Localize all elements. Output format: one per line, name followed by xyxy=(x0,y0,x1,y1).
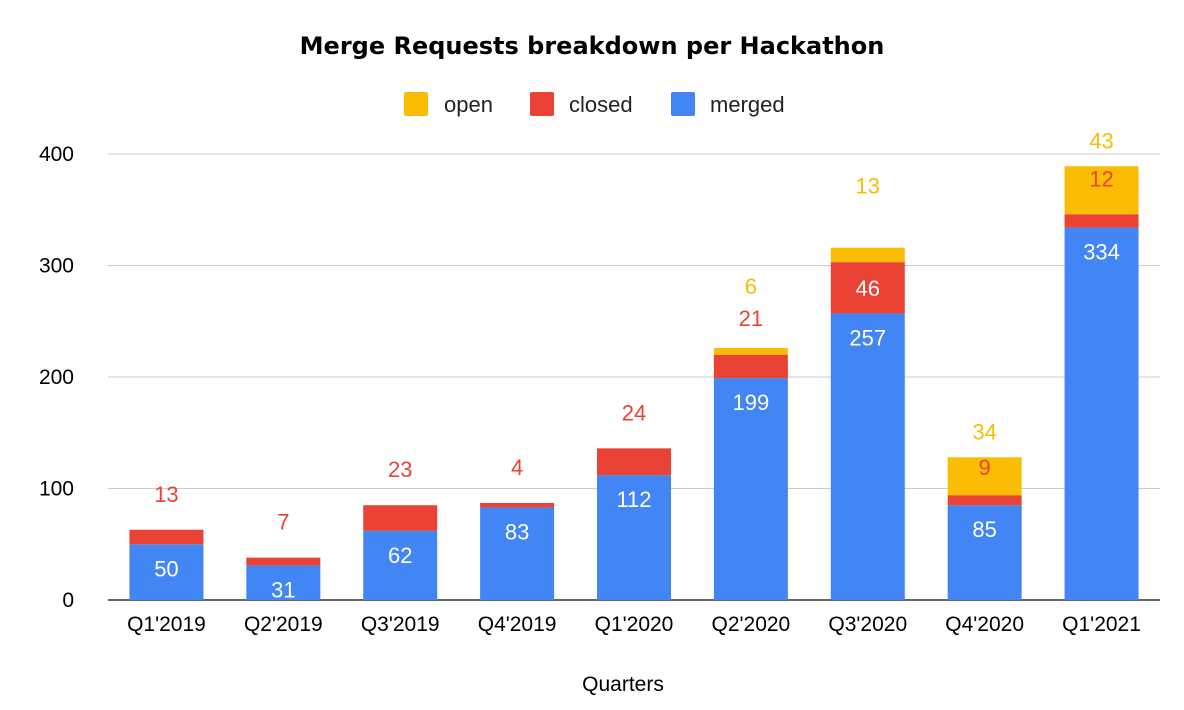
bar-segment-closed xyxy=(363,505,438,531)
data-label-merged: 31 xyxy=(271,577,295,602)
data-label-merged: 257 xyxy=(849,325,886,350)
bar-segment-closed xyxy=(480,502,555,508)
bar-segment-open xyxy=(713,348,788,355)
y-axis-ticks: 0 100 200 300 400 xyxy=(39,143,74,612)
data-label-closed: 9 xyxy=(979,455,991,480)
data-labels: 50 13 31 7 62 23 83 4 112 24 199 21 6 257 46 13 85 9 34 334… xyxy=(154,128,1120,602)
legend-swatch-open xyxy=(404,92,428,116)
bar-segment-merged xyxy=(1064,227,1139,600)
data-label-open: 43 xyxy=(1089,128,1113,153)
data-label-merged: 62 xyxy=(388,543,412,568)
data-label-closed: 21 xyxy=(739,306,763,331)
x-axis-title: Quarters xyxy=(582,673,664,696)
data-label-merged: 50 xyxy=(154,556,178,581)
bar-segment-merged xyxy=(830,313,905,600)
data-label-closed: 7 xyxy=(277,510,289,535)
x-tick-label: Q1'2020 xyxy=(595,613,674,636)
bar-segment-merged xyxy=(129,544,204,600)
x-tick-label: Q4'2019 xyxy=(478,613,557,636)
data-label-closed: 46 xyxy=(856,276,880,301)
bar-segment-merged xyxy=(363,530,438,600)
x-tick-label: Q3'2019 xyxy=(361,613,440,636)
legend-label-merged: merged xyxy=(710,92,785,117)
x-axis-ticks: Q1'2019 Q2'2019 Q3'2019 Q4'2019 Q1'2020 Q2'20… xyxy=(127,613,1141,636)
data-label-closed: 4 xyxy=(511,455,523,480)
x-tick-label: Q3'2020 xyxy=(828,613,907,636)
bar-segment-closed xyxy=(947,495,1022,506)
bar-segment-open xyxy=(830,247,905,263)
data-label-merged: 83 xyxy=(505,519,529,544)
bar-segment-open xyxy=(947,457,1022,496)
data-label-closed: 12 xyxy=(1089,166,1113,191)
x-tick-label: Q1'2021 xyxy=(1062,613,1141,636)
legend: open closed merged xyxy=(404,92,785,117)
y-tick-label: 400 xyxy=(39,143,74,166)
data-label-open: 6 xyxy=(745,274,757,299)
data-label-closed: 23 xyxy=(388,457,412,482)
bar-segment-merged xyxy=(947,505,1022,600)
data-label-closed: 13 xyxy=(154,482,178,507)
bars xyxy=(129,166,1139,600)
y-tick-label: 200 xyxy=(39,366,74,389)
y-tick-label: 100 xyxy=(39,478,74,501)
bar-segment-closed xyxy=(597,448,671,476)
y-tick-label: 300 xyxy=(39,255,74,278)
legend-swatch-closed xyxy=(530,92,554,116)
bar-segment-closed xyxy=(246,557,321,566)
data-label-merged: 85 xyxy=(972,517,996,542)
legend-swatch-merged xyxy=(671,92,695,116)
data-label-merged: 112 xyxy=(616,487,651,512)
x-tick-label: Q1'2019 xyxy=(127,613,206,636)
legend-label-closed: closed xyxy=(569,92,633,117)
bar-segment-open xyxy=(1064,166,1139,215)
x-tick-label: Q2'2020 xyxy=(712,613,791,636)
data-label-open: 34 xyxy=(972,419,996,444)
bar-segment-closed xyxy=(830,262,905,314)
bar-segment-merged xyxy=(713,378,788,600)
x-tick-label: Q2'2019 xyxy=(244,613,323,636)
data-label-closed: 24 xyxy=(622,400,646,425)
y-tick-label: 0 xyxy=(62,589,74,612)
bar-segment-closed xyxy=(1064,214,1139,228)
bar-segment-merged xyxy=(480,507,555,600)
bar-segment-closed xyxy=(129,529,204,545)
data-label-open: 13 xyxy=(856,174,880,199)
bar-segment-merged xyxy=(597,475,671,600)
bar-segment-merged xyxy=(246,565,321,600)
data-label-merged: 199 xyxy=(733,390,770,415)
x-tick-label: Q4'2020 xyxy=(945,613,1024,636)
legend-label-open: open xyxy=(444,92,493,117)
bar-segment-closed xyxy=(713,354,788,379)
data-label-merged: 334 xyxy=(1083,240,1120,265)
chart-title: Merge Requests breakdown per Hackathon xyxy=(300,32,885,60)
